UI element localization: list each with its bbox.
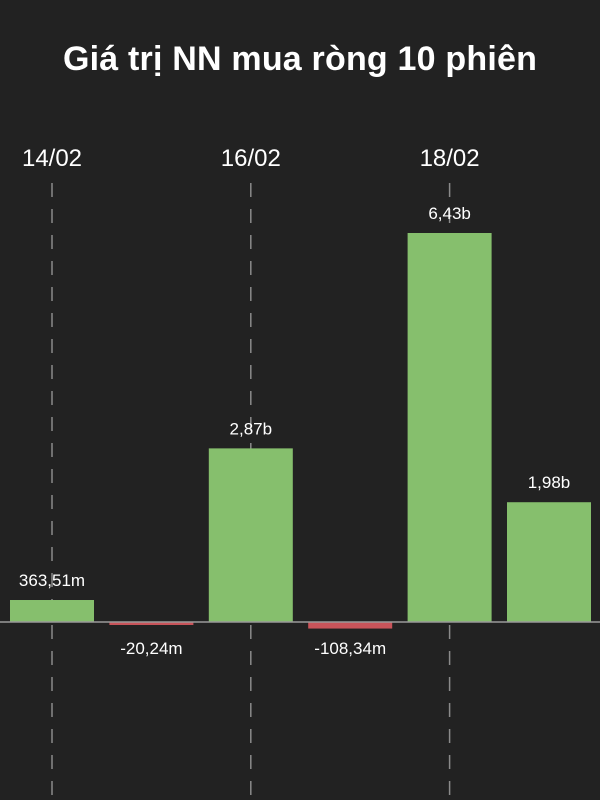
data-label: -108,34m	[314, 639, 386, 658]
bar	[208, 448, 293, 622]
bar	[109, 622, 194, 625]
chart-title: Giá trị NN mua ròng 10 phiên	[62, 40, 538, 78]
data-label: 2,87b	[230, 419, 273, 438]
bar	[10, 600, 94, 622]
bar	[407, 233, 492, 622]
bar	[507, 502, 591, 622]
date-tick-label: 14/02	[22, 145, 82, 172]
data-label: 6,43b	[428, 204, 471, 223]
data-label: 1,98b	[528, 473, 571, 492]
bar	[308, 622, 393, 629]
data-label: -20,24m	[120, 639, 182, 658]
date-tick-label: 16/02	[221, 145, 281, 172]
data-label: 363,51m	[19, 571, 85, 590]
date-tick-label: 18/02	[420, 145, 480, 172]
